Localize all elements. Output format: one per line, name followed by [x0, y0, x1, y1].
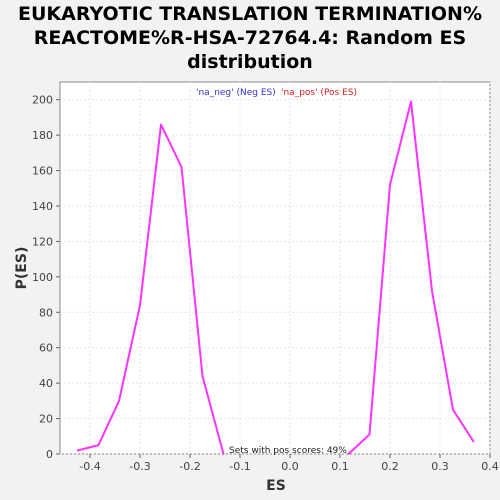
y-tick-label: 200: [32, 94, 53, 107]
data-point: [368, 433, 371, 436]
tick-layer: -0.4 -0.3 -0.2 -0.1 0.0 0.1 0.2 0.3 0.4 0 20 40 60 80…: [32, 94, 499, 473]
y-tick-label: 0: [46, 448, 53, 461]
series-line-1: [77, 123, 225, 455]
chart-title-line-1: EUKARYOTIC TRANSLATION TERMINATION%: [18, 3, 482, 25]
data-point: [431, 290, 433, 292]
y-tick-label: 100: [32, 271, 53, 284]
x-tick-label: 0.3: [431, 460, 449, 473]
y-tick-label: 60: [39, 342, 53, 355]
grid-layer: [60, 82, 491, 455]
x-axis-label: ES: [266, 478, 286, 494]
legend-neg: 'na_neg' (Neg ES): [196, 88, 276, 98]
x-tick-label: 0.1: [331, 460, 349, 473]
data-point: [222, 453, 225, 455]
plot-area: [59, 81, 491, 455]
legend-pos: 'na_pos' (Pos ES): [281, 88, 357, 98]
y-tick-label: 20: [39, 413, 53, 426]
chart-title-line-3: distribution: [187, 51, 313, 73]
y-tick-label: 80: [39, 306, 53, 319]
chart-title-line-2: REACTOME%R-HSA-72764.4: Random ES: [33, 27, 467, 49]
y-tick-label: 140: [32, 200, 53, 213]
x-tick-label: -0.4: [79, 460, 100, 473]
data-point: [76, 449, 79, 452]
data-point: [472, 440, 475, 443]
annotation-pos-scores: Sets with pos scores: 49%: [229, 446, 347, 456]
data-point: [201, 375, 204, 377]
data-point: [97, 444, 100, 446]
data-point: [410, 100, 412, 103]
chart-title: EUKARYOTIC TRANSLATION TERMINATION% REAC…: [0, 2, 500, 74]
series-layer: [76, 100, 475, 455]
data-point: [452, 408, 454, 411]
data-point: [139, 304, 141, 307]
y-tick-label: 180: [32, 129, 53, 142]
x-tick-label: 0.0: [281, 460, 299, 473]
data-point: [118, 400, 120, 402]
data-point: [160, 123, 162, 126]
data-point: [389, 183, 391, 186]
y-tick-label: 160: [32, 165, 53, 178]
y-axis-label: P(ES): [14, 247, 30, 290]
x-tick-label: -0.3: [129, 460, 150, 473]
x-tick-label: 0.4: [481, 460, 499, 473]
y-tick-label: 120: [32, 235, 53, 248]
y-tick-label: 40: [39, 377, 53, 390]
data-point: [180, 166, 183, 168]
data-point: [347, 453, 350, 455]
x-tick-label: -0.2: [179, 460, 200, 473]
x-tick-label: -0.1: [229, 460, 250, 473]
x-tick-label: 0.2: [381, 460, 399, 473]
legend: 'na_neg' (Neg ES) 'na_pos' (Pos ES): [196, 88, 357, 98]
